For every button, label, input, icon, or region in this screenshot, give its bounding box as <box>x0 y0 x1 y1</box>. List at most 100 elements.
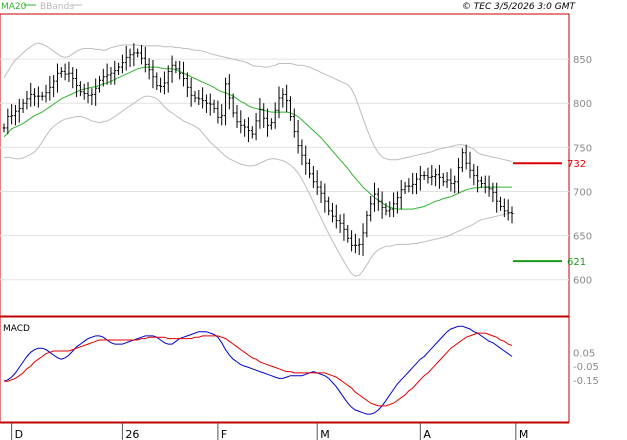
price-bar <box>464 144 468 170</box>
price-bar <box>136 48 140 58</box>
price-bar <box>426 167 430 184</box>
macd-panel-title: MACD <box>3 324 30 334</box>
x-axis-tick-label: D <box>15 428 23 440</box>
price-bar <box>441 172 445 187</box>
price-bar <box>415 172 419 195</box>
price-level-label: 621 <box>567 257 586 268</box>
price-bar <box>117 62 121 75</box>
price-bar <box>113 60 117 85</box>
price-bar <box>189 77 193 107</box>
price-y-tick-label: 700 <box>573 187 592 198</box>
macd-series <box>3 325 513 415</box>
price-bar <box>437 165 441 189</box>
price-bar <box>288 96 292 121</box>
price-bar <box>21 98 25 113</box>
price-bar <box>277 86 281 119</box>
price-bar <box>422 171 426 180</box>
price-bar <box>90 88 94 105</box>
x-axis-tick-label: A <box>423 428 431 440</box>
price-bar <box>460 148 464 173</box>
price-bar <box>208 93 212 116</box>
price-bar <box>434 168 438 187</box>
price-bar <box>502 198 506 218</box>
price-bar <box>174 60 178 74</box>
price-bar <box>319 180 323 203</box>
price-bar <box>407 178 411 193</box>
price-bar <box>353 233 357 254</box>
price-y-tick-label: 600 <box>573 276 592 287</box>
price-bar <box>338 214 342 233</box>
price-bar <box>384 202 388 216</box>
price-bar <box>357 238 361 255</box>
bbands-lower-line <box>3 95 513 277</box>
macd-y-tick-label: -0.05 <box>573 362 599 373</box>
price-bar <box>392 192 396 218</box>
price-bar <box>147 58 151 80</box>
price-bar <box>449 168 453 192</box>
price-bar <box>472 164 476 186</box>
price-bar <box>178 60 182 80</box>
price-bar <box>124 45 128 71</box>
price-bar <box>44 84 48 103</box>
legend-ma20-label: MA20 <box>1 2 27 12</box>
price-bar <box>67 61 71 83</box>
price-bar <box>86 82 90 104</box>
price-panel-frame <box>0 13 570 317</box>
price-bar <box>105 63 109 85</box>
price-bar <box>346 225 350 243</box>
price-bar <box>372 182 376 212</box>
price-bar <box>334 204 338 229</box>
price-bar <box>380 191 384 219</box>
price-bar <box>109 67 113 85</box>
price-bar <box>48 75 52 101</box>
price-bar <box>510 206 514 224</box>
price-bar <box>499 196 503 211</box>
price-bar <box>491 182 495 203</box>
macd-series-line <box>3 325 513 415</box>
x-axis-tick-label: M <box>519 428 529 440</box>
price-bar <box>487 175 491 197</box>
right-axis-background <box>569 0 627 440</box>
price-bar <box>285 84 289 113</box>
x-axis-tick-label: M <box>320 428 330 440</box>
legend-bbands-label: BBands <box>40 2 74 12</box>
price-bar <box>350 230 354 252</box>
price-bar <box>308 158 312 179</box>
price-bar <box>216 100 220 124</box>
price-bars <box>2 43 514 256</box>
price-bar <box>327 196 331 216</box>
price-bar <box>40 91 44 101</box>
price-panel: 600 650 700 750 800 850 732 621 <box>0 13 592 317</box>
price-bar <box>132 43 136 67</box>
price-bar <box>476 165 480 193</box>
price-bar <box>151 60 155 89</box>
price-gridlines <box>0 58 569 281</box>
price-bar <box>403 181 407 195</box>
price-bar <box>140 45 144 65</box>
price-bar <box>78 81 82 97</box>
price-bar <box>197 90 201 105</box>
price-bar <box>483 175 487 194</box>
price-bar <box>29 82 33 107</box>
price-bar <box>246 117 250 143</box>
price-bar <box>71 67 75 89</box>
price-bar <box>82 83 86 100</box>
x-axis-tick-label: 26 <box>125 428 139 440</box>
price-bar <box>13 105 17 126</box>
price-bar <box>6 108 10 135</box>
price-bar <box>292 108 296 138</box>
price-bar <box>388 201 392 218</box>
price-bar <box>2 123 6 133</box>
price-bar <box>399 180 403 210</box>
macd-panel-frame <box>0 316 570 423</box>
price-bar <box>239 110 243 134</box>
price-bar <box>97 75 101 93</box>
bbands-upper-line <box>3 42 513 162</box>
price-bar <box>254 112 258 141</box>
price-bar <box>495 182 499 213</box>
price-bar <box>185 72 189 98</box>
price-bar <box>445 172 449 188</box>
price-bar <box>52 75 56 98</box>
price-bar <box>311 165 315 188</box>
price-y-tick-label: 850 <box>573 55 592 66</box>
